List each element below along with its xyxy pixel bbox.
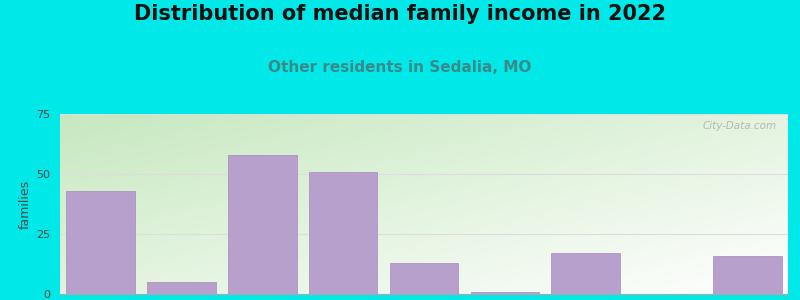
Bar <box>390 263 458 294</box>
Bar <box>309 172 378 294</box>
Bar <box>147 282 216 294</box>
Text: Other residents in Sedalia, MO: Other residents in Sedalia, MO <box>268 60 532 75</box>
Bar <box>66 191 135 294</box>
Bar <box>713 256 782 294</box>
Bar <box>228 155 297 294</box>
Bar <box>470 292 539 294</box>
Bar <box>551 253 620 294</box>
Text: City-Data.com: City-Data.com <box>703 121 777 131</box>
Y-axis label: families: families <box>19 179 32 229</box>
Text: Distribution of median family income in 2022: Distribution of median family income in … <box>134 4 666 25</box>
